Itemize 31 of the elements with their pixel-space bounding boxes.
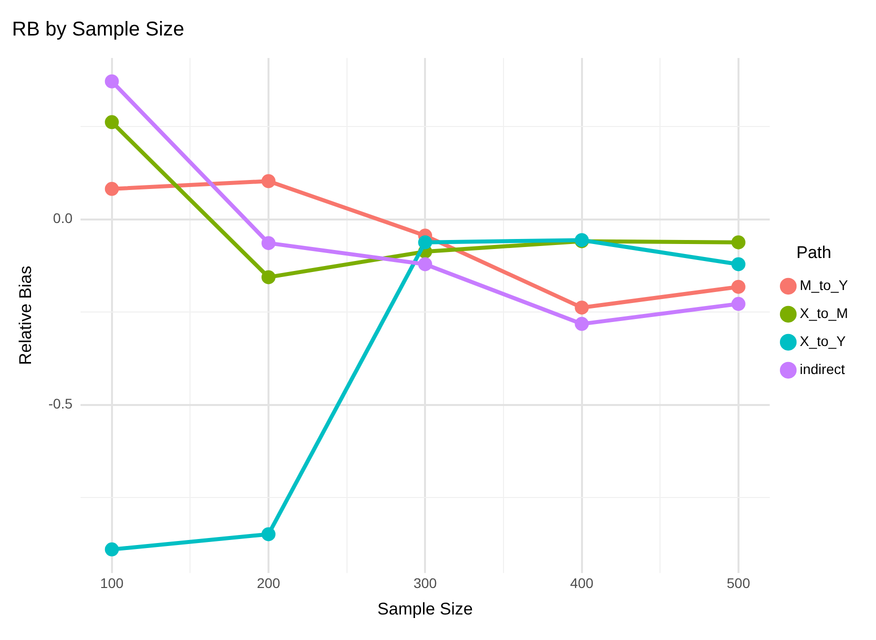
point	[574, 300, 589, 315]
y-axis-title: Relative Bias	[16, 266, 35, 366]
point	[418, 257, 432, 272]
point	[104, 182, 119, 196]
point	[261, 270, 276, 284]
x-tick-label: 300	[413, 575, 438, 592]
point	[104, 542, 119, 556]
legend-label: indirect	[800, 361, 845, 378]
legend-label: X_to_Y	[800, 333, 846, 350]
point	[731, 280, 746, 294]
point	[731, 257, 746, 272]
point	[731, 235, 746, 250]
point	[261, 174, 276, 188]
point	[261, 527, 276, 542]
point	[418, 235, 432, 250]
legend-label: M_to_Y	[800, 277, 849, 294]
point	[731, 296, 746, 311]
x-tick-label: 400	[570, 575, 594, 592]
x-tick-label: 500	[726, 575, 750, 592]
x-tick-label: 100	[100, 575, 124, 592]
point	[261, 236, 276, 250]
point	[104, 115, 119, 130]
legend-label: X_to_M	[800, 305, 848, 322]
x-axis-title: Sample Size	[377, 599, 473, 618]
y-tick-label: -0.5	[48, 396, 73, 412]
point	[104, 74, 119, 88]
y-tick-label: 0.0	[53, 210, 73, 226]
legend-title: Path	[796, 242, 832, 262]
point	[574, 316, 589, 331]
chart-title: RB by Sample Size	[12, 18, 184, 41]
x-tick-label: 200	[256, 575, 280, 592]
